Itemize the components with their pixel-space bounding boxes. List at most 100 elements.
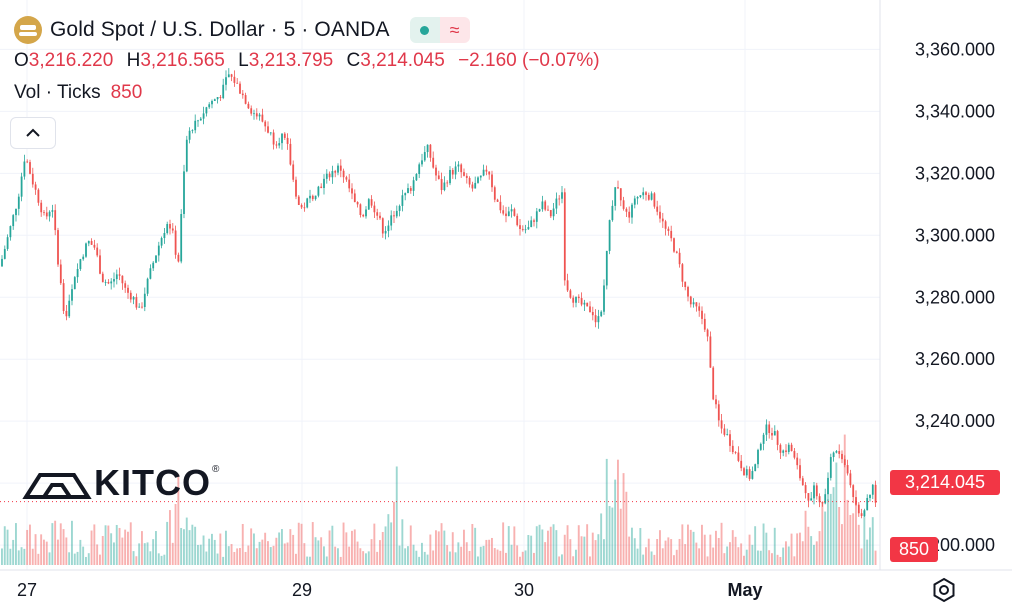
open-value: 3,216.220 <box>28 50 114 71</box>
candle-body <box>759 443 762 450</box>
close-label: C <box>346 50 361 71</box>
volume-bar <box>715 530 717 565</box>
volume-bar <box>79 539 82 565</box>
volume-tag-label: 850 <box>899 539 929 559</box>
volume-bar <box>227 546 230 565</box>
candle-body <box>552 208 555 217</box>
volume-bar <box>174 504 177 565</box>
candle-body <box>426 144 429 153</box>
volume-bar <box>535 526 538 565</box>
volume-bar <box>429 534 432 565</box>
volume-bar <box>342 522 345 565</box>
collapse-legend-button[interactable] <box>10 117 56 149</box>
candle-body <box>40 202 43 213</box>
volume-bar <box>65 537 68 565</box>
volume-bar <box>773 527 776 565</box>
volume-bar <box>40 534 43 565</box>
candle-body <box>124 283 127 288</box>
candle-body <box>334 171 337 173</box>
volume-bar <box>810 536 813 565</box>
volume-bar <box>815 541 818 565</box>
candle-body <box>768 424 771 434</box>
candle-body <box>549 210 552 217</box>
volume-bar <box>272 545 275 565</box>
volume-bar <box>594 540 597 565</box>
settings-icon <box>933 577 955 603</box>
market-status-pill[interactable]: ≈ <box>409 17 470 43</box>
candle-body <box>605 250 608 286</box>
volume-bar <box>790 533 793 565</box>
candle-body <box>225 77 227 85</box>
candle-body <box>695 302 698 307</box>
candle-body <box>258 114 261 117</box>
candle-body <box>121 275 124 284</box>
candle-body <box>449 169 451 184</box>
candle-body <box>17 196 20 209</box>
candle-body <box>600 311 603 317</box>
compare-icon[interactable]: ≈ <box>439 17 470 43</box>
candle-body <box>367 199 370 210</box>
volume-legend[interactable]: Vol · Ticks 850 <box>14 82 142 104</box>
volume-bar <box>493 548 496 565</box>
candle-body <box>177 254 180 262</box>
volume-bar <box>393 501 395 565</box>
symbol-title[interactable]: Gold Spot / U.S. Dollar · 5 · OANDA <box>50 18 390 41</box>
candle-body <box>90 241 93 245</box>
chart-settings-button[interactable] <box>930 576 958 604</box>
volume-bar <box>199 544 202 565</box>
volume-tag: 850 <box>890 537 938 562</box>
candle-body <box>723 428 726 435</box>
candle-body <box>818 496 821 503</box>
volume-bar <box>544 542 547 565</box>
volume-bar <box>244 551 247 565</box>
volume-bar <box>818 531 821 565</box>
volume-bar <box>776 554 779 565</box>
candle-body <box>169 224 171 229</box>
candle-body <box>796 457 799 466</box>
volume-bar <box>351 530 353 565</box>
y-tick-label: 3,280.000 <box>915 287 995 307</box>
candle-body <box>283 133 286 138</box>
volume-bar <box>443 530 446 565</box>
candle-body <box>625 208 628 212</box>
candle-body <box>479 175 482 178</box>
volume-bar <box>631 527 633 565</box>
volume-bar <box>208 538 211 565</box>
volume-bar <box>23 548 26 565</box>
volume-bar <box>376 551 379 565</box>
volume-bar <box>703 534 706 565</box>
candle-body <box>619 188 622 201</box>
candle-body <box>37 189 40 203</box>
candle-body <box>208 104 211 108</box>
volume-bar <box>359 548 362 565</box>
volume-bar <box>712 547 715 565</box>
volume-bar <box>569 539 572 565</box>
volume-bar <box>432 550 435 565</box>
candle-body <box>155 255 157 263</box>
volume-bar <box>253 533 255 565</box>
volume-bar <box>152 539 155 565</box>
candle-body <box>737 452 740 461</box>
volume-bar <box>642 554 645 565</box>
volume-bar <box>404 548 407 565</box>
volume-bar <box>426 554 429 565</box>
volume-bar <box>804 510 807 565</box>
candle-body <box>331 171 334 178</box>
volume-bar <box>451 532 454 565</box>
volume-bar <box>549 526 552 565</box>
candle-body <box>370 199 373 206</box>
candle-body <box>31 173 34 185</box>
candle-body <box>667 228 670 231</box>
candle-body <box>384 231 387 234</box>
candle-body <box>87 241 90 244</box>
last-price-tag: 3,214.045 <box>890 470 1000 495</box>
volume-bar <box>258 541 261 565</box>
market-open-icon[interactable] <box>409 17 440 43</box>
candle-body <box>712 367 715 400</box>
candle-body <box>810 498 813 501</box>
volume-bar <box>561 554 563 565</box>
volume-bar <box>555 530 558 565</box>
volume-bar <box>115 524 118 565</box>
candle-body <box>191 130 194 132</box>
